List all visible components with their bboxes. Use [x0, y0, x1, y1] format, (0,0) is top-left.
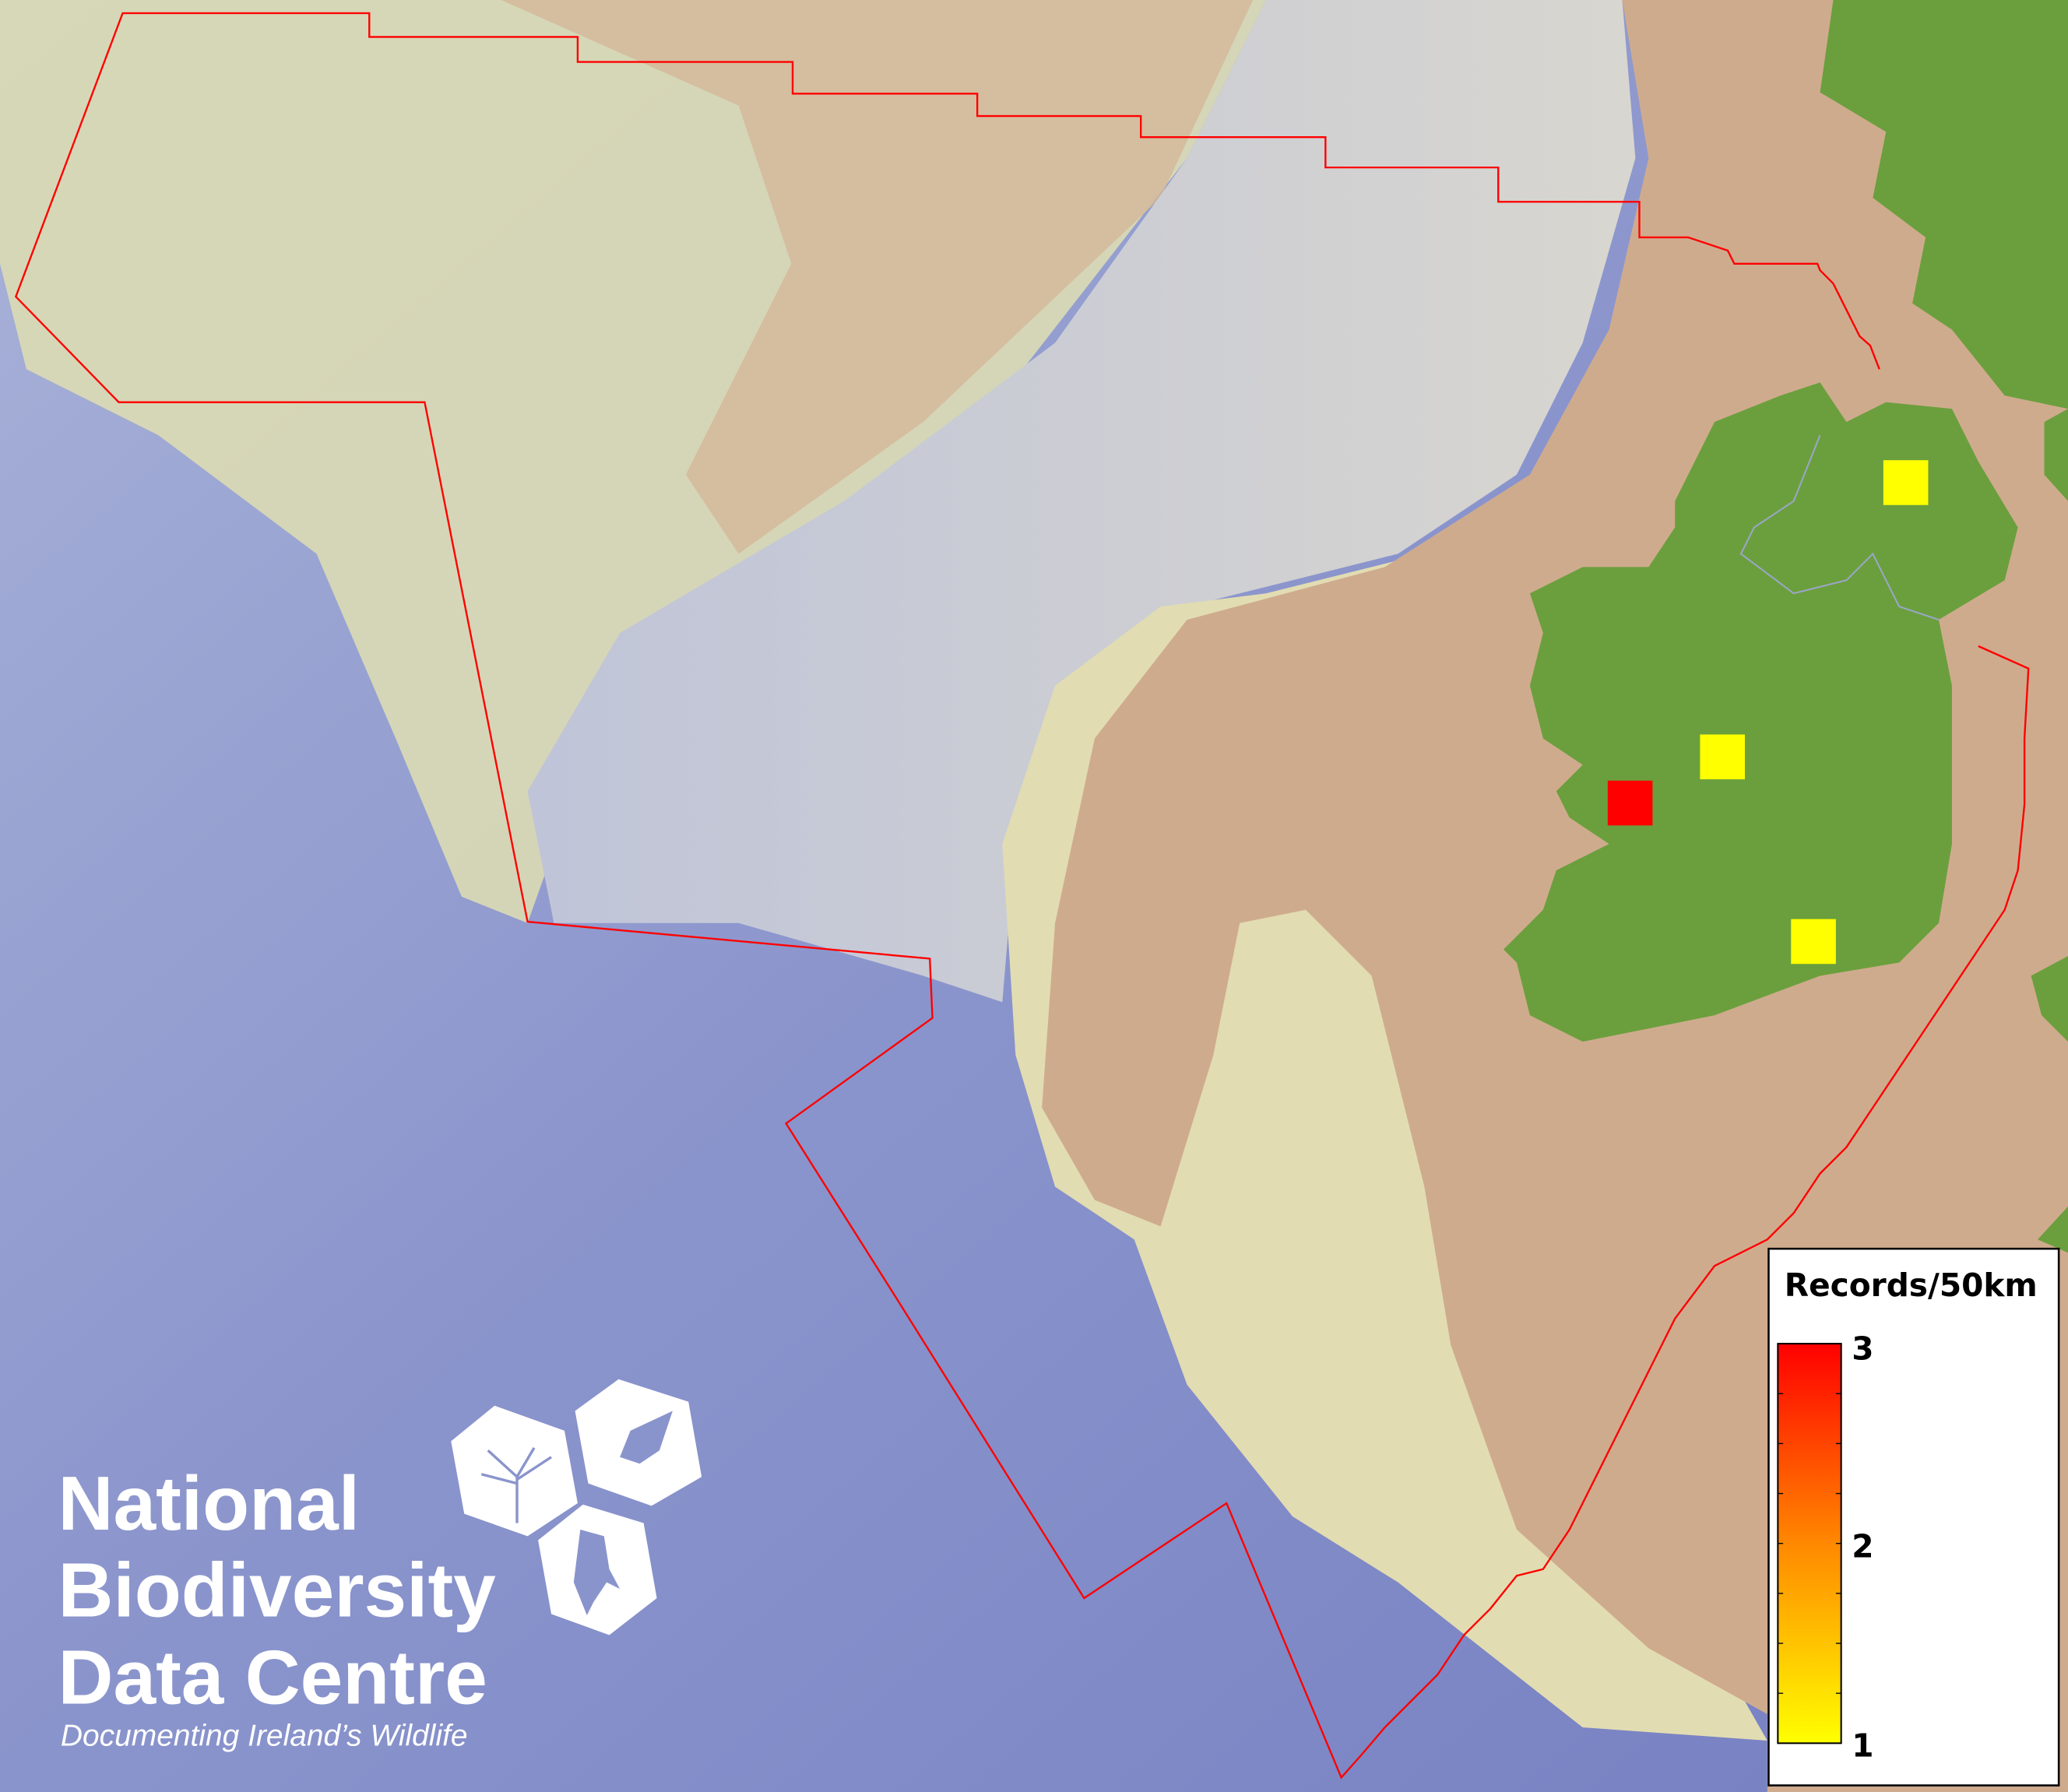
logo-tagline: Documenting Ireland’s Wildlife — [61, 1720, 468, 1753]
logo-line1: National — [58, 1460, 360, 1546]
occurrence-cell-1 — [1791, 919, 1836, 965]
legend: Records/50km 3 2 1 — [1767, 1247, 2060, 1787]
occurrence-cell-1 — [1700, 734, 1745, 780]
occurrence-cell-3 — [1607, 780, 1653, 826]
scotland-land — [1820, 0, 2068, 409]
logo-line3: Data Centre — [58, 1635, 487, 1720]
legend-title: Records/50km — [1785, 1267, 2038, 1304]
irish-boundary-north — [14, 12, 2030, 1780]
ireland-land — [1504, 382, 2018, 1042]
ni-border — [1739, 434, 1940, 621]
legend-ticks — [1778, 1393, 1841, 1694]
butterfly-icon — [620, 1411, 673, 1464]
occurrence-cells — [1607, 460, 1929, 965]
tree-icon — [480, 1447, 552, 1523]
tree-hexagon-icon — [451, 1405, 578, 1537]
occurrence-cell-1 — [1883, 460, 1929, 505]
legend-color-bar — [1777, 1343, 1842, 1745]
nbdc-logo: National Biodiversity Data Centre Docume… — [58, 1379, 702, 1753]
rockall-trough — [527, 0, 1636, 1003]
legend-min-label: 1 — [1852, 1727, 1873, 1764]
logo-line2: Biodiversity — [58, 1548, 497, 1633]
legend-max-label: 3 — [1852, 1330, 1873, 1367]
legend-mid-label: 2 — [1852, 1527, 1873, 1565]
britain-land — [2031, 409, 2068, 1253]
plateau-tan — [501, 0, 1254, 554]
seahorse-icon — [573, 1529, 621, 1616]
